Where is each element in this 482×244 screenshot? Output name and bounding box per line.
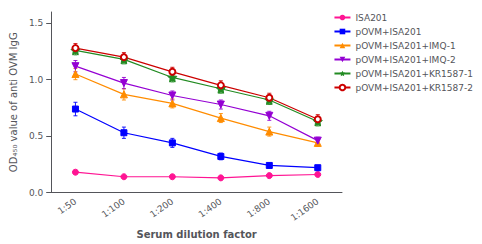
svg-text:pOVM+ISA201+IMQ-1: pOVM+ISA201+IMQ-1 bbox=[355, 41, 455, 51]
svg-text:1.0: 1.0 bbox=[29, 75, 44, 85]
svg-text:0.0: 0.0 bbox=[29, 188, 44, 198]
svg-text:pOVM+ISA201: pOVM+ISA201 bbox=[355, 27, 421, 37]
svg-text:ISA201: ISA201 bbox=[355, 13, 387, 23]
svg-text:Serum dilution factor: Serum dilution factor bbox=[136, 229, 256, 240]
svg-text:1:50: 1:50 bbox=[56, 196, 79, 216]
svg-text:pOVM+ISA201+KR1587-1: pOVM+ISA201+KR1587-1 bbox=[355, 69, 473, 79]
svg-text:1.5: 1.5 bbox=[29, 18, 43, 28]
svg-text:1:100: 1:100 bbox=[100, 196, 127, 219]
svg-text:1:400: 1:400 bbox=[197, 196, 224, 219]
svg-text:1:200: 1:200 bbox=[148, 196, 175, 219]
svg-text:pOVM+ISA201+IMQ-2: pOVM+ISA201+IMQ-2 bbox=[355, 55, 455, 65]
svg-text:1:800: 1:800 bbox=[245, 196, 272, 219]
svg-text:OD₄₅₀ value of anti OVM IgG: OD₄₅₀ value of anti OVM IgG bbox=[8, 32, 19, 172]
svg-text:0.5: 0.5 bbox=[29, 131, 43, 141]
svg-text:1:1600: 1:1600 bbox=[289, 196, 321, 223]
svg-text:pOVM+ISA201+KR1587-2: pOVM+ISA201+KR1587-2 bbox=[355, 83, 473, 93]
